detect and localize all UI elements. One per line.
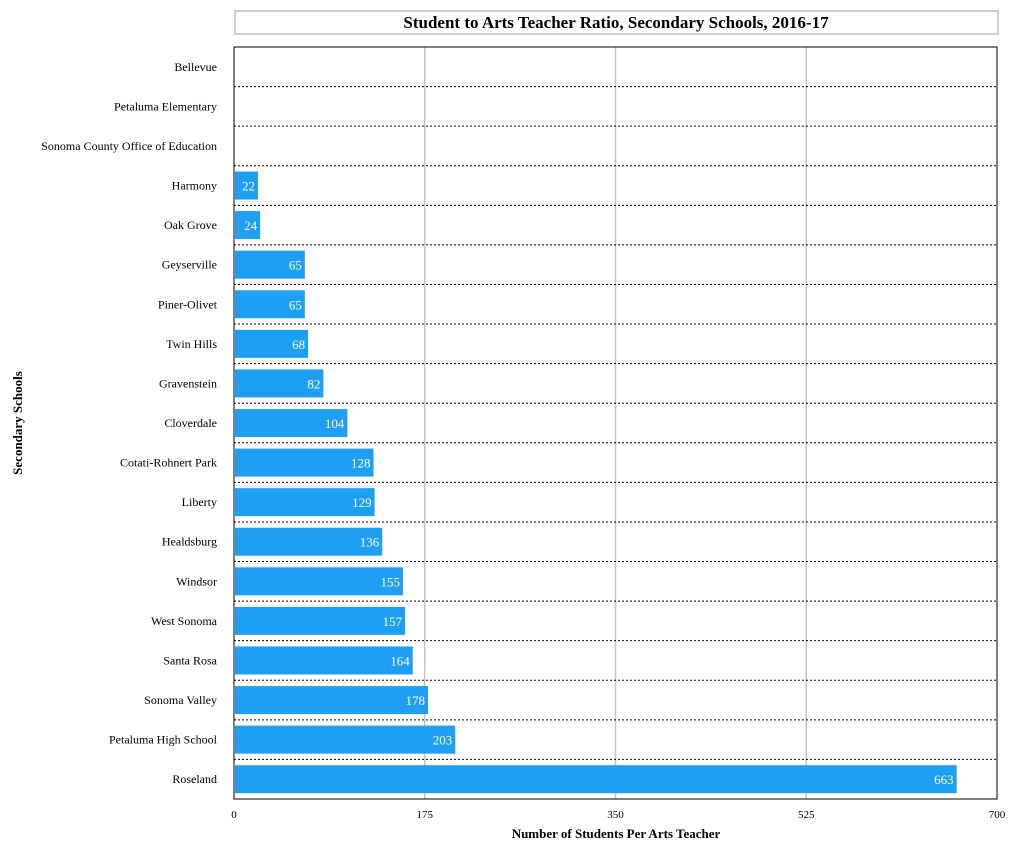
category-label: Geyserville <box>162 258 217 272</box>
bar-value-label: 129 <box>352 495 372 510</box>
bar-value-label: 128 <box>351 456 371 471</box>
category-label: Twin Hills <box>166 337 217 351</box>
x-tick-label: 0 <box>231 809 237 821</box>
category-label: Santa Rosa <box>163 653 217 667</box>
category-label: Harmony <box>172 179 217 193</box>
y-axis-title: Secondary Schools <box>10 371 25 475</box>
gridlines <box>424 47 807 799</box>
category-label: Sonoma Valley <box>144 693 217 707</box>
bar <box>235 725 456 754</box>
bar-value-label: 104 <box>325 416 345 431</box>
x-axis-title: Number of Students Per Arts Teacher <box>512 826 721 841</box>
category-label: Cotati-Rohnert Park <box>120 456 217 470</box>
category-labels: Bellevue Petaluma Elementary Sonoma County… <box>41 60 217 786</box>
category-label: Piner-Olivet <box>158 297 218 311</box>
category-label: West Sonoma <box>151 614 218 628</box>
bar <box>235 765 957 794</box>
bar <box>235 290 305 319</box>
category-label: Oak Grove <box>164 218 217 232</box>
bar <box>235 606 406 635</box>
title-box <box>234 10 999 35</box>
bar <box>235 409 348 437</box>
category-label: Cloverdale <box>164 416 217 430</box>
category-label: Petaluma High School <box>109 733 218 747</box>
x-tick-label: 350 <box>607 809 624 821</box>
bar <box>235 488 375 517</box>
bar-value-label: 155 <box>380 574 400 589</box>
bar-value-label: 164 <box>390 653 410 668</box>
bar <box>235 567 403 596</box>
category-label: Windsor <box>176 574 217 588</box>
bar <box>235 646 413 675</box>
bar-value-label: 65 <box>289 297 302 312</box>
bar-value-label: 82 <box>307 376 320 391</box>
category-label: Petaluma Elementary <box>114 99 217 113</box>
bar <box>235 250 305 279</box>
bar-value-label: 203 <box>433 733 453 748</box>
bar <box>235 171 258 200</box>
bar <box>235 329 309 358</box>
plot-area-frame <box>233 46 998 800</box>
x-tick-label: 525 <box>798 809 815 821</box>
x-tick-label: 700 <box>989 809 1006 821</box>
category-label: Liberty <box>182 495 217 509</box>
x-tick-labels: 0 175 350 525 700 <box>231 809 1006 821</box>
bar-value-label: 22 <box>242 179 255 194</box>
chart-title: Student to Arts Teacher Ratio, Secondary… <box>403 13 829 32</box>
bar <box>235 686 429 715</box>
bar-value-label: 663 <box>934 772 954 787</box>
bar-value-label: 136 <box>360 535 380 550</box>
row-separators <box>234 86 997 760</box>
bar <box>235 211 261 240</box>
x-tick-label: 175 <box>417 809 434 821</box>
bar-value-label: 178 <box>406 693 426 708</box>
category-label: Healdsburg <box>162 535 217 549</box>
bar-value-label: 68 <box>292 337 305 352</box>
bar-value-label: 24 <box>244 218 258 233</box>
bar <box>235 527 383 556</box>
category-label: Bellevue <box>174 60 217 74</box>
bar-value-label: 157 <box>383 614 403 629</box>
bar <box>235 448 374 477</box>
bar-value-label: 65 <box>289 258 302 273</box>
category-label: Roseland <box>172 772 217 786</box>
category-label: Gravenstein <box>159 376 217 390</box>
category-label: Sonoma County Office of Education <box>41 139 217 153</box>
bar <box>235 369 324 398</box>
bars: 22 24 65 65 68 82 104 128 129 136 155 157 164 178 203 6… <box>235 171 957 794</box>
